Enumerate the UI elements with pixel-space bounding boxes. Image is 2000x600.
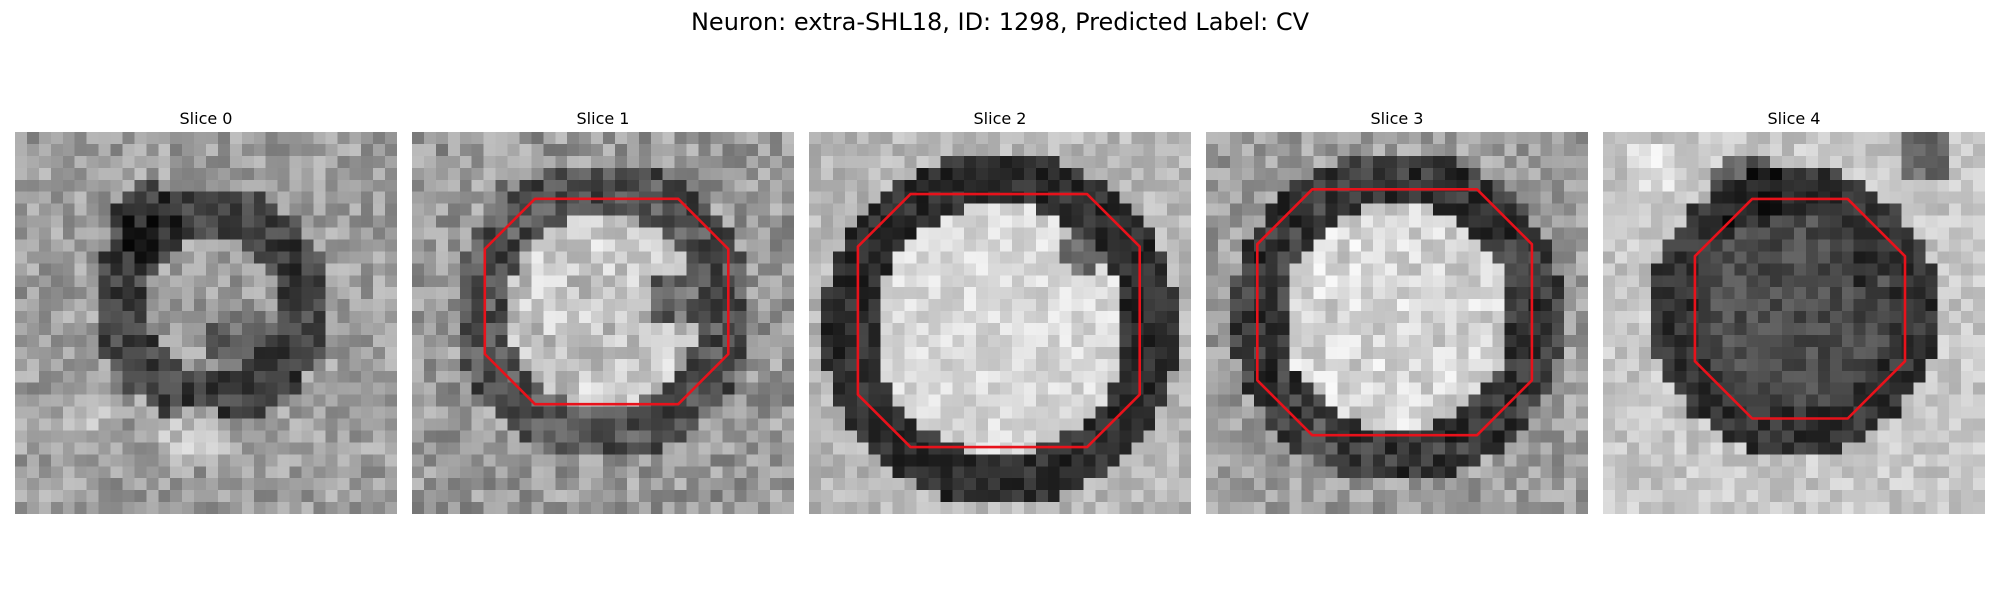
slice-panel: Slice 0 xyxy=(15,108,397,514)
slice-title: Slice 4 xyxy=(1767,109,1821,128)
segmentation-contour xyxy=(1693,197,1907,420)
slice-panel: Slice 3 xyxy=(1206,108,1588,514)
slice-panel: Slice 2 xyxy=(809,108,1191,514)
slice-panel: Slice 1 xyxy=(412,108,794,514)
slice-image xyxy=(15,132,397,514)
slice-image xyxy=(1206,132,1588,514)
pixel-grid xyxy=(15,132,397,514)
segmentation-contour xyxy=(1255,187,1534,437)
slice-image xyxy=(412,132,794,514)
slice-title: Slice 1 xyxy=(576,109,630,128)
pixel-grid xyxy=(809,132,1191,514)
slice-title: Slice 0 xyxy=(179,109,233,128)
slice-panel: Slice 4 xyxy=(1603,108,1985,514)
pixel-grid xyxy=(412,132,794,514)
slice-image xyxy=(809,132,1191,514)
pixel-grid xyxy=(1603,132,1985,514)
segmentation-contour xyxy=(856,192,1142,449)
segmentation-contour xyxy=(483,197,730,406)
slice-image xyxy=(1603,132,1985,514)
figure-title: Neuron: extra-SHL18, ID: 1298, Predicted… xyxy=(690,8,1310,36)
slice-title: Slice 2 xyxy=(973,109,1027,128)
slice-title: Slice 3 xyxy=(1370,109,1424,128)
